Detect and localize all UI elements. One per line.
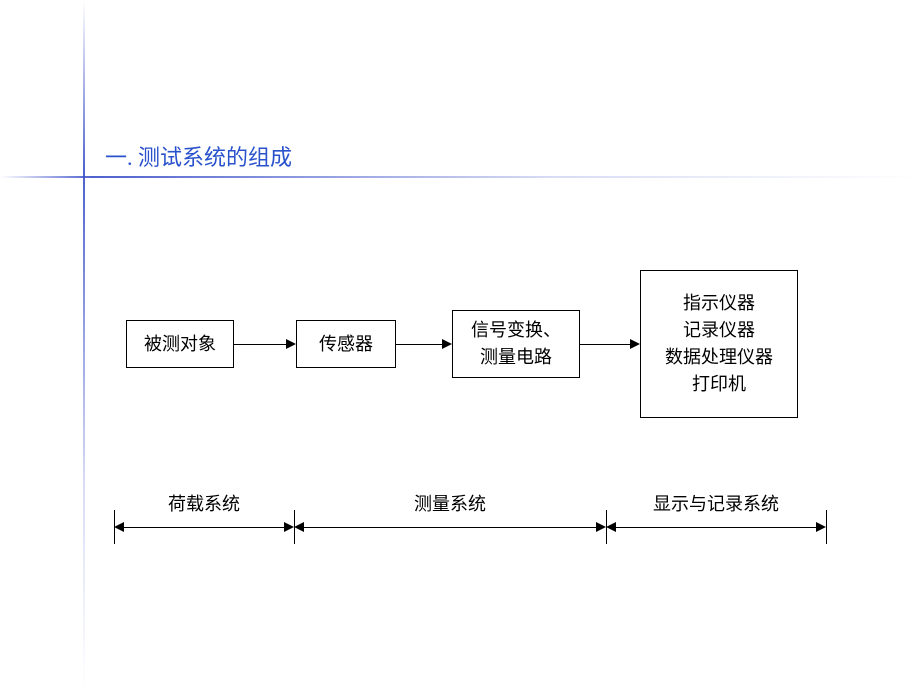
bracket-line-2	[614, 527, 818, 528]
bracket-arrow-left-2	[606, 522, 616, 532]
bracket-tick-1	[294, 510, 295, 544]
flow-arrow-head-1	[442, 339, 452, 349]
flow-box-obj: 被测对象	[126, 320, 234, 368]
flow-arrow-head-0	[286, 339, 296, 349]
decorative-vertical-line	[83, 0, 85, 690]
flow-arrow-0	[234, 344, 288, 345]
bracket-tick-3	[826, 510, 827, 544]
bracket-arrow-right-1	[596, 522, 606, 532]
flow-arrow-1	[396, 344, 444, 345]
flow-arrow-head-2	[630, 339, 640, 349]
bracket-label-2: 显示与记录系统	[606, 490, 826, 516]
bracket-arrow-left-0	[114, 522, 124, 532]
bracket-arrow-right-2	[816, 522, 826, 532]
bracket-arrow-right-0	[284, 522, 294, 532]
page-title: 一. 测试系统的组成	[105, 140, 292, 172]
bracket-line-0	[122, 527, 286, 528]
bracket-tick-2	[606, 510, 607, 544]
flow-box-output: 指示仪器 记录仪器 数据处理仪器 打印机	[640, 270, 798, 418]
flow-box-circuit: 信号变换、 测量电路	[452, 310, 580, 378]
flow-arrow-2	[580, 344, 632, 345]
bracket-label-1: 测量系统	[294, 490, 606, 516]
decorative-horizontal-line	[0, 176, 920, 178]
bracket-tick-0	[114, 510, 115, 544]
bracket-arrow-left-1	[294, 522, 304, 532]
bracket-line-1	[302, 527, 598, 528]
bracket-label-0: 荷载系统	[114, 490, 294, 516]
flow-box-sensor: 传感器	[296, 320, 396, 368]
